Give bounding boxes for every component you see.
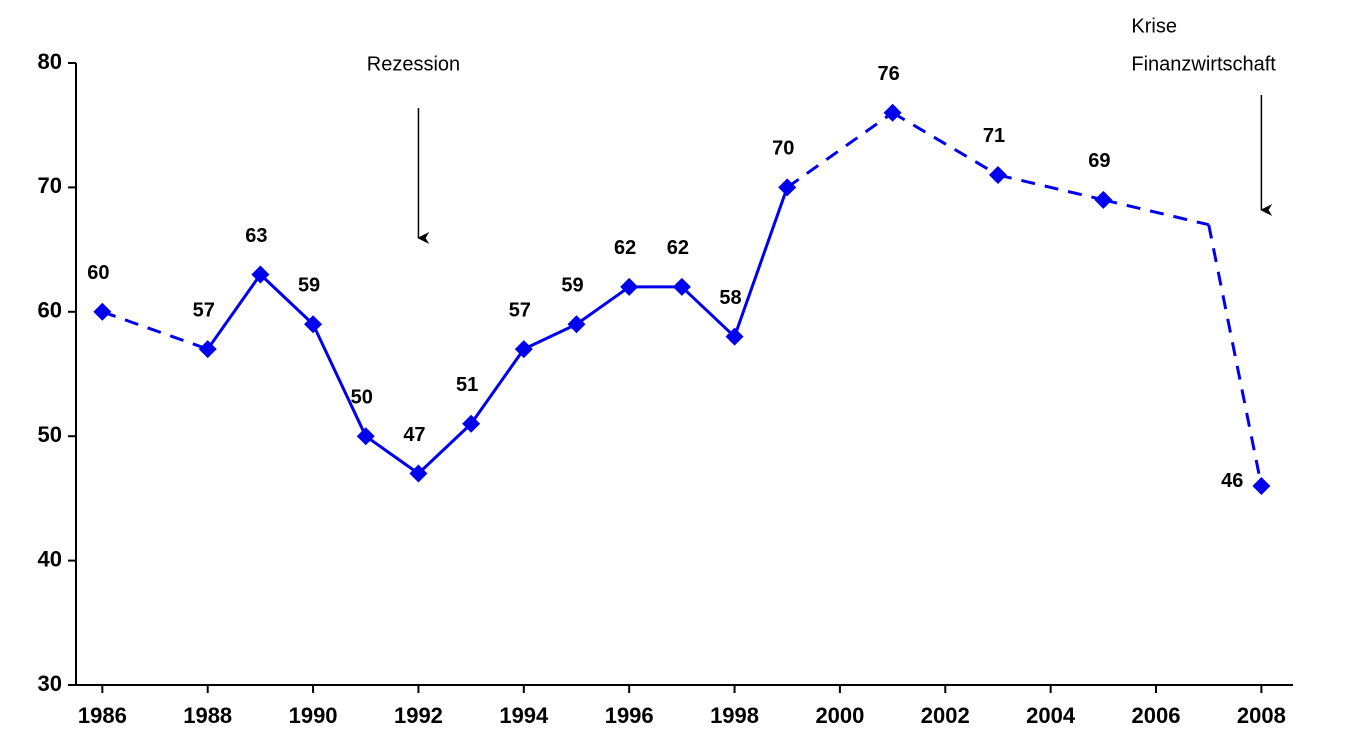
data-label: 71 — [983, 125, 1005, 147]
line-segment — [364, 434, 420, 475]
line-segment — [523, 322, 578, 351]
annotation: Rezession — [367, 53, 460, 75]
line-segment — [680, 285, 736, 338]
data-label: 58 — [719, 287, 741, 309]
x-tick-label: 1996 — [605, 703, 654, 728]
marker — [567, 315, 586, 334]
marker — [304, 315, 323, 334]
data-label: 57 — [193, 299, 215, 321]
x-tick-label: 2002 — [921, 703, 970, 728]
marker — [620, 277, 639, 296]
marker — [462, 414, 481, 433]
data-label: 63 — [245, 225, 267, 247]
x-tick-label: 1992 — [394, 703, 443, 728]
line-segment — [1207, 224, 1263, 487]
data-label: 76 — [877, 63, 899, 85]
y-tick-label: 40 — [38, 546, 62, 571]
line-segment — [575, 285, 631, 326]
x-tick-label: 1994 — [499, 703, 549, 728]
marker — [356, 427, 375, 446]
line-segment — [1102, 198, 1210, 227]
line-segment — [997, 173, 1104, 202]
x-tick-label: 1986 — [78, 703, 127, 728]
data-label: 69 — [1088, 150, 1110, 172]
line-segment — [786, 111, 894, 189]
x-tick-label: 2000 — [815, 703, 864, 728]
marker — [988, 165, 1007, 184]
y-tick-label: 60 — [38, 298, 62, 323]
annotation: Finanzwirtschaft — [1131, 53, 1276, 75]
x-tick-label: 2008 — [1237, 703, 1286, 728]
y-tick-label: 30 — [38, 671, 62, 696]
marker — [93, 302, 112, 321]
x-tick-label: 1990 — [289, 703, 338, 728]
data-label: 59 — [561, 275, 583, 297]
y-tick-label: 50 — [38, 422, 62, 447]
marker — [198, 340, 217, 359]
line-segment — [891, 111, 999, 177]
marker — [725, 327, 744, 346]
marker — [883, 103, 902, 122]
line-segment — [311, 323, 368, 437]
data-label: 62 — [667, 237, 689, 259]
marker — [251, 265, 270, 284]
data-label: 51 — [456, 374, 478, 396]
marker — [514, 340, 533, 359]
marker — [672, 277, 691, 296]
data-label: 60 — [87, 262, 109, 284]
data-label: 46 — [1221, 470, 1243, 492]
y-tick-label: 70 — [38, 173, 62, 198]
line-segment — [469, 348, 526, 425]
y-tick-label: 80 — [38, 49, 62, 74]
marker — [1094, 190, 1113, 209]
data-label: 50 — [351, 386, 373, 408]
line-segment — [259, 273, 315, 326]
x-tick-label: 2006 — [1132, 703, 1181, 728]
line-segment — [206, 273, 262, 350]
annotation: Krise — [1131, 15, 1177, 37]
data-label: 62 — [614, 237, 636, 259]
x-tick-label: 1988 — [183, 703, 232, 728]
line-segment — [417, 422, 473, 475]
data-label: 59 — [298, 275, 320, 297]
line-segment — [101, 310, 209, 351]
data-label: 57 — [509, 299, 531, 321]
data-label: 70 — [772, 138, 794, 160]
marker — [409, 464, 428, 483]
marker — [1252, 476, 1271, 495]
line-segment — [733, 186, 789, 338]
data-label: 47 — [403, 424, 425, 446]
marker — [778, 178, 797, 197]
x-tick-label: 2004 — [1026, 703, 1076, 728]
x-tick-label: 1998 — [710, 703, 759, 728]
